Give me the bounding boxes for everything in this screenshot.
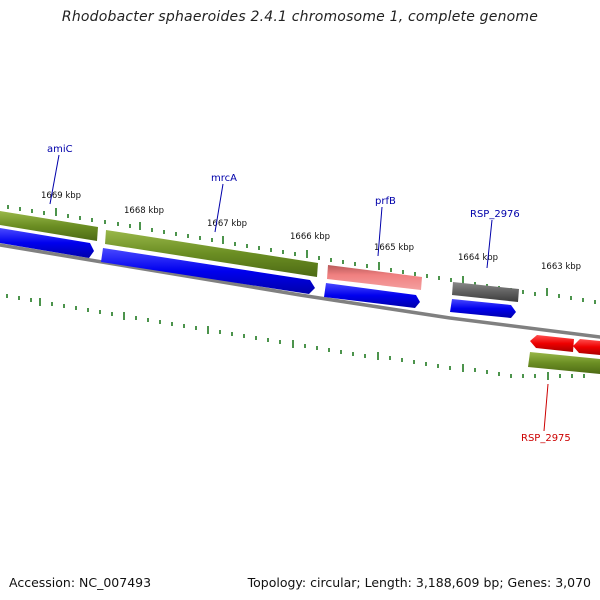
kbp-label: 1668 kbp (124, 206, 164, 216)
gene-label-rsp-2976[interactable]: RSP_2976 (470, 209, 520, 220)
chromosome-backbone (0, 243, 600, 339)
cds-feature[interactable] (528, 352, 600, 374)
kbp-label: 1664 kbp (458, 253, 498, 263)
cds-features (0, 211, 600, 374)
gene-label-leaders (49, 154, 549, 432)
cds-feature[interactable] (0, 211, 98, 241)
kbp-label: 1666 kbp (290, 232, 330, 242)
cds-feature[interactable] (105, 230, 318, 277)
gene-arrow[interactable] (530, 335, 574, 352)
other-feature[interactable] (452, 282, 519, 302)
map-title: Rhodobacter sphaeroides 2.4.1 chromosome… (61, 9, 539, 25)
gene-arrow[interactable] (0, 228, 94, 258)
inner-tick-ring (6, 294, 585, 380)
gene-arrow[interactable] (101, 248, 315, 294)
forward-genes (0, 228, 516, 318)
reverse-genes (530, 335, 600, 355)
kbp-label: 1665 kbp (374, 243, 414, 253)
gene-arrow[interactable] (324, 283, 420, 308)
genome-summary: Topology: circular; Length: 3,188,609 bp… (247, 575, 591, 590)
kbp-label: 1663 kbp (541, 262, 581, 272)
outer-tick-ring (7, 205, 596, 304)
gene-label-amic[interactable]: amiC (47, 144, 73, 155)
kbp-scale-labels: 1669 kbp 1668 kbp 1667 kbp 1666 kbp 1665… (41, 191, 581, 272)
kbp-label: 1667 kbp (207, 219, 247, 229)
gene-label-rsp-2975[interactable]: RSP_2975 (521, 433, 571, 444)
gene-label-prfb[interactable]: prfB (375, 196, 396, 207)
gene-arrow[interactable] (450, 299, 516, 318)
kbp-label: 1669 kbp (41, 191, 81, 201)
gene-arrow[interactable] (573, 339, 600, 355)
partial-feature[interactable] (327, 265, 422, 290)
gene-labels: amiC mrcA prfB RSP_2976 RSP_2975 (47, 144, 571, 444)
accession-info: Accession: NC_007493 (9, 575, 152, 590)
gene-label-mrca[interactable]: mrcA (211, 173, 237, 184)
